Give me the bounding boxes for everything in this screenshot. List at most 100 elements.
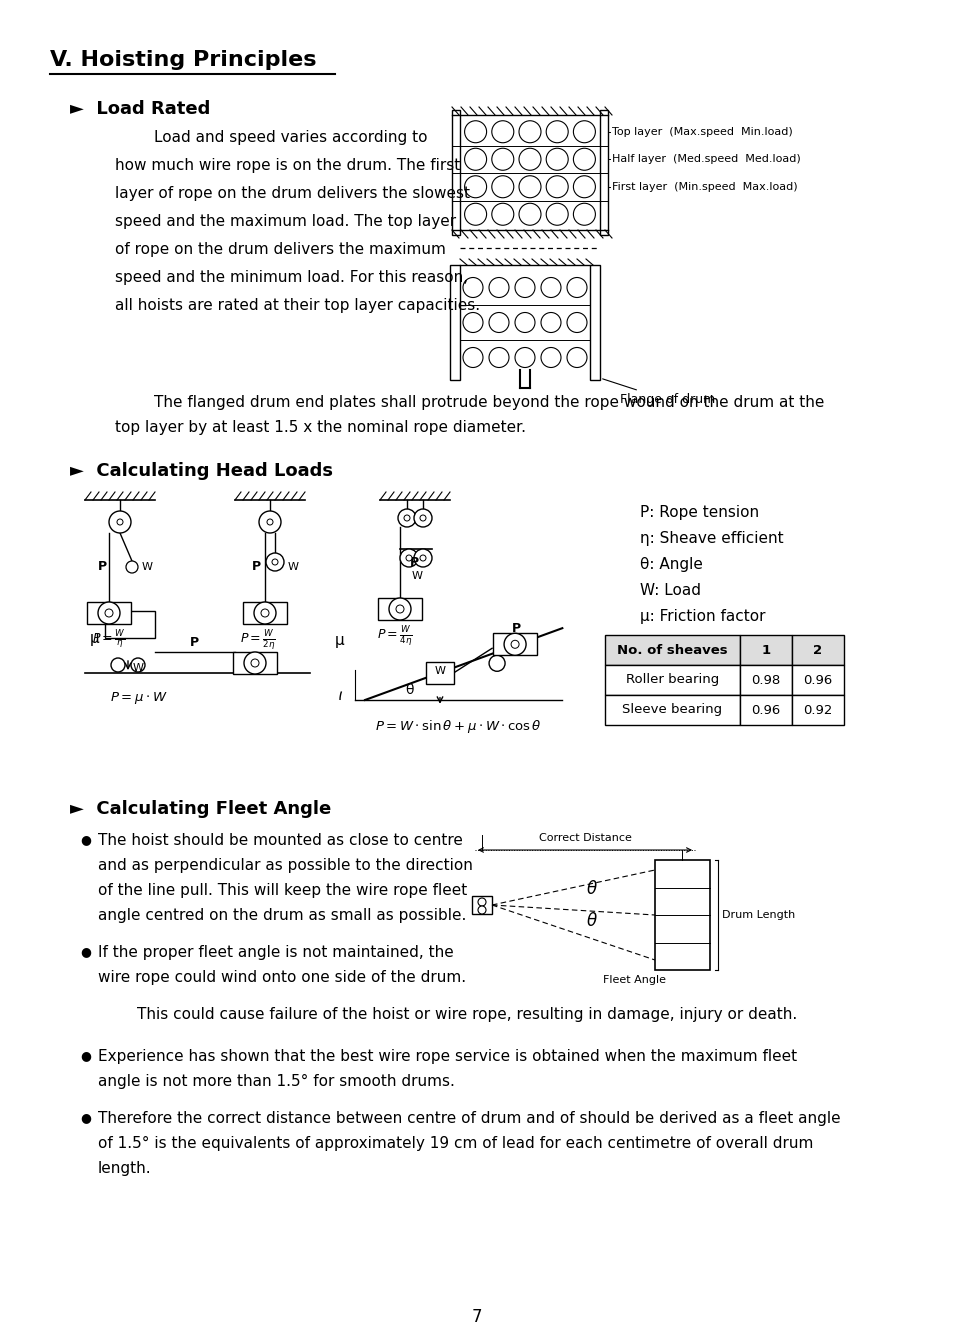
Circle shape: [489, 313, 509, 333]
Circle shape: [406, 554, 412, 561]
Circle shape: [462, 278, 482, 298]
Text: of rope on the drum delivers the maximum: of rope on the drum delivers the maximum: [115, 242, 445, 257]
Circle shape: [105, 609, 112, 617]
Circle shape: [419, 554, 426, 561]
Circle shape: [462, 347, 482, 367]
Circle shape: [566, 278, 586, 298]
Circle shape: [414, 549, 432, 566]
Circle shape: [464, 176, 486, 198]
Text: $P=\frac{W}{2\eta}$: $P=\frac{W}{2\eta}$: [240, 628, 275, 652]
Circle shape: [266, 553, 284, 570]
Circle shape: [546, 120, 568, 143]
Text: $P=\frac{W}{4\eta}$: $P=\frac{W}{4\eta}$: [376, 624, 413, 648]
Circle shape: [464, 203, 486, 226]
Bar: [655, 860, 709, 970]
Circle shape: [477, 906, 485, 914]
Text: 7: 7: [471, 1308, 482, 1327]
Circle shape: [244, 652, 266, 673]
Text: P: P: [512, 621, 520, 635]
Text: P: Rope tension: P: Rope tension: [639, 505, 759, 520]
Circle shape: [131, 659, 145, 672]
Circle shape: [117, 518, 123, 525]
Circle shape: [492, 148, 514, 170]
Text: W: W: [132, 663, 144, 673]
Text: ►  Load Rated: ► Load Rated: [70, 100, 211, 118]
Circle shape: [489, 278, 509, 298]
Circle shape: [518, 148, 540, 170]
Circle shape: [515, 347, 535, 367]
Text: ►  Calculating Fleet Angle: ► Calculating Fleet Angle: [70, 800, 331, 818]
Text: $P=\frac{W}{\eta}$: $P=\frac{W}{\eta}$: [91, 629, 126, 651]
Text: Correct Distance: Correct Distance: [538, 834, 631, 843]
Text: The hoist should be mounted as close to centre: The hoist should be mounted as close to …: [98, 834, 462, 848]
Bar: [450, 265, 459, 379]
Text: If the proper fleet angle is not maintained, the: If the proper fleet angle is not maintai…: [98, 945, 454, 961]
Text: θ: θ: [405, 683, 413, 697]
Text: θ: θ: [586, 880, 597, 898]
Text: $P= W \cdot \sin\theta +\mu \cdot W \cdot \cos\theta$: $P= W \cdot \sin\theta +\mu \cdot W \cdo…: [375, 717, 541, 735]
Circle shape: [403, 514, 410, 521]
Circle shape: [419, 514, 426, 521]
Bar: [87, 603, 131, 624]
Text: P: P: [252, 561, 261, 573]
Text: P: P: [190, 636, 199, 648]
Circle shape: [503, 633, 525, 655]
Circle shape: [464, 148, 486, 170]
Circle shape: [518, 203, 540, 226]
Text: W: W: [142, 562, 152, 572]
Bar: [377, 599, 421, 620]
Text: ►  Calculating Head Loads: ► Calculating Head Loads: [70, 462, 333, 480]
Circle shape: [272, 558, 277, 565]
Circle shape: [395, 605, 403, 613]
Circle shape: [462, 313, 482, 333]
Text: 1: 1: [760, 644, 770, 656]
Circle shape: [566, 313, 586, 333]
Circle shape: [267, 518, 273, 525]
Bar: [740, 665, 791, 695]
Text: how much wire rope is on the drum. The first: how much wire rope is on the drum. The f…: [115, 158, 459, 172]
Circle shape: [489, 347, 509, 367]
Circle shape: [515, 278, 535, 298]
Text: Top layer  (Max.speed  Min.load): Top layer (Max.speed Min.load): [612, 127, 792, 136]
Bar: [604, 665, 740, 695]
Text: ●: ●: [80, 945, 91, 958]
Circle shape: [573, 176, 595, 198]
Circle shape: [261, 609, 269, 617]
Circle shape: [573, 203, 595, 226]
Circle shape: [389, 599, 411, 620]
Text: 0.96: 0.96: [751, 704, 780, 716]
Text: μ: Friction factor: μ: Friction factor: [639, 609, 764, 624]
Text: P: P: [410, 557, 418, 569]
Bar: [243, 603, 287, 624]
Text: layer of rope on the drum delivers the slowest: layer of rope on the drum delivers the s…: [115, 186, 470, 200]
Circle shape: [253, 603, 275, 624]
Text: top layer by at least 1.5 x the nominal rope diameter.: top layer by at least 1.5 x the nominal …: [115, 420, 525, 436]
Bar: [599, 110, 607, 235]
Circle shape: [573, 120, 595, 143]
Text: W: Load: W: Load: [639, 582, 700, 599]
Text: ●: ●: [80, 1049, 91, 1062]
Text: Therefore the correct distance between centre of drum and of should be derived a: Therefore the correct distance between c…: [98, 1112, 840, 1126]
Circle shape: [126, 561, 138, 573]
Circle shape: [98, 603, 120, 624]
Text: V. Hoisting Principles: V. Hoisting Principles: [50, 49, 316, 69]
Circle shape: [111, 659, 125, 672]
Bar: [604, 695, 740, 725]
Text: Half layer  (Med.speed  Med.load): Half layer (Med.speed Med.load): [612, 154, 800, 164]
Circle shape: [258, 510, 281, 533]
Circle shape: [518, 120, 540, 143]
Text: Sleeve bearing: Sleeve bearing: [621, 704, 721, 716]
Text: The flanged drum end plates shall protrude beyond the rope wound on the drum at : The flanged drum end plates shall protru…: [115, 395, 823, 410]
Bar: [740, 695, 791, 725]
Circle shape: [515, 313, 535, 333]
Circle shape: [397, 509, 416, 526]
Text: angle centred on the drum as small as possible.: angle centred on the drum as small as po…: [98, 908, 466, 923]
Text: length.: length.: [98, 1161, 152, 1176]
Text: η: Sheave efficient: η: Sheave efficient: [639, 530, 782, 546]
Text: W: W: [434, 665, 445, 676]
Bar: [589, 265, 599, 379]
Text: 2: 2: [813, 644, 821, 656]
Circle shape: [251, 659, 258, 667]
Text: Load and speed varies according to: Load and speed varies according to: [115, 130, 427, 146]
Circle shape: [109, 510, 131, 533]
